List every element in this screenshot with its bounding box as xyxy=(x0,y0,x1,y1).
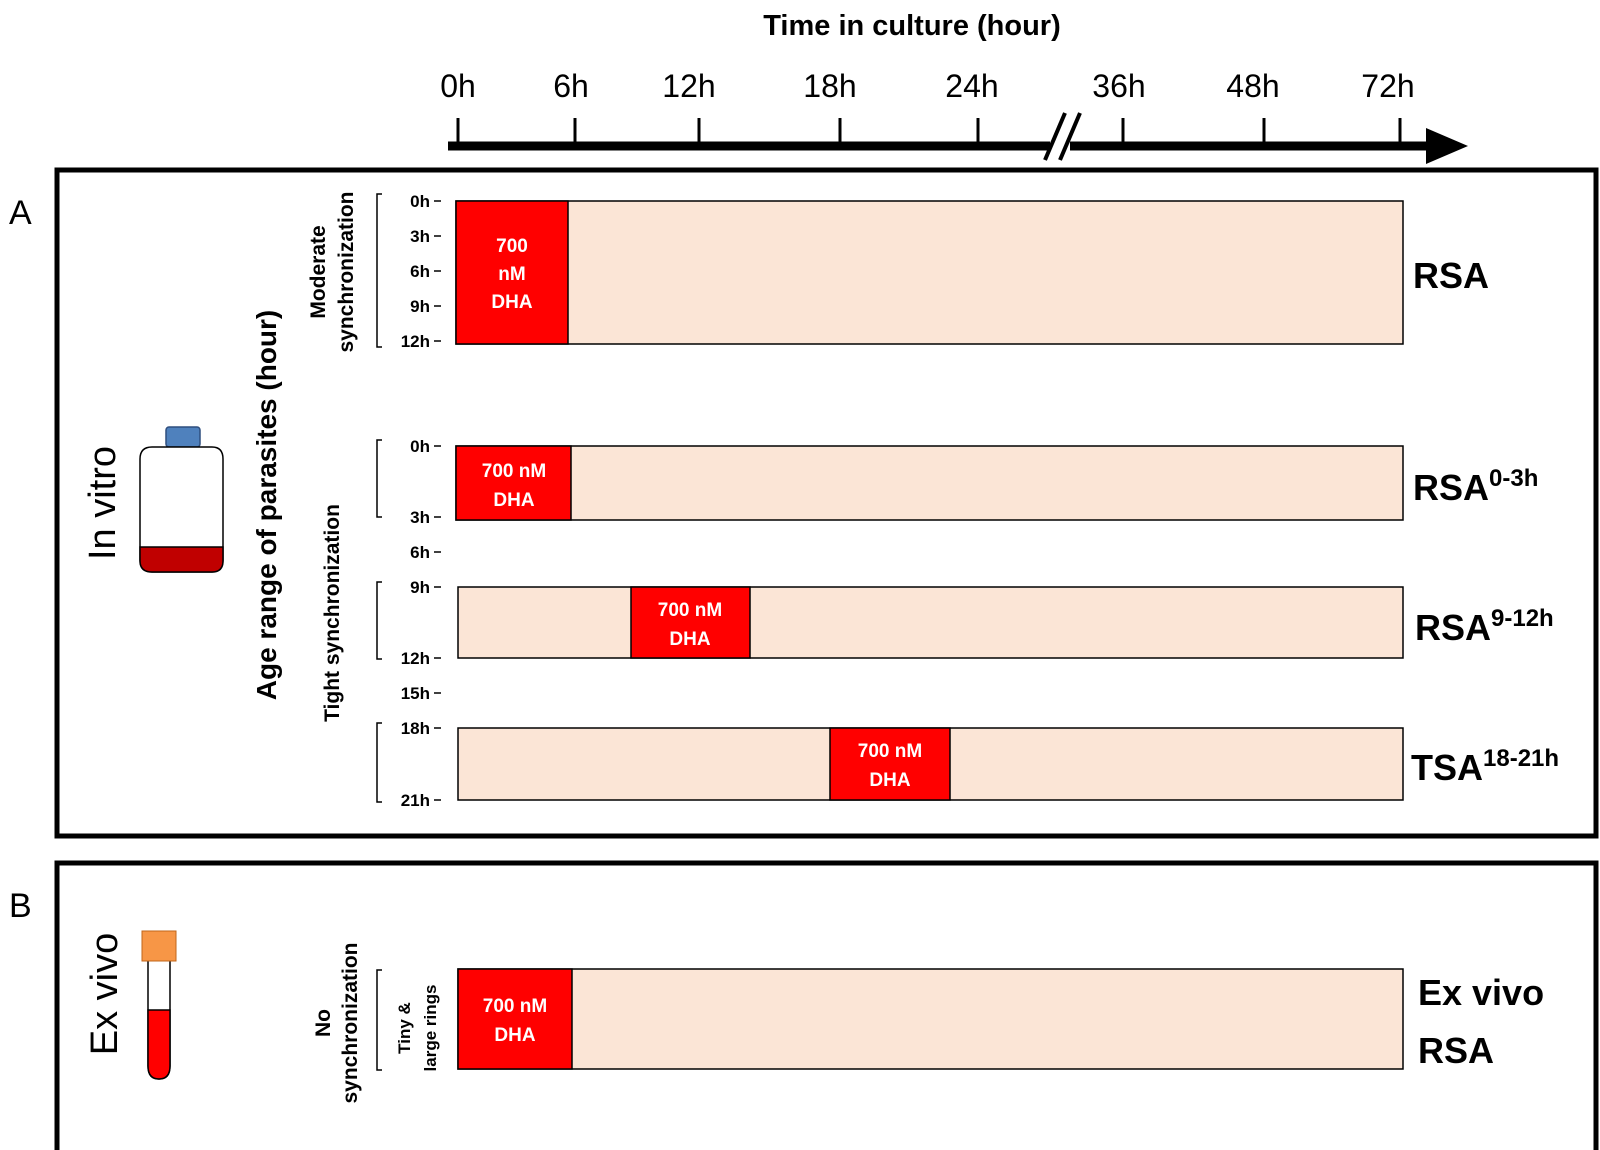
tick-label-48h: 48h xyxy=(1226,68,1279,104)
assay-superscript: 18-21h xyxy=(1483,745,1559,772)
age-tick-t-21h: 21h xyxy=(401,791,430,810)
age-range-axis-title: Age range of parasites (hour) xyxy=(251,310,282,701)
tick-label-0h: 0h xyxy=(440,68,476,104)
culture-bar xyxy=(457,586,1404,659)
bracket-row4 xyxy=(376,722,382,803)
age-brackets xyxy=(376,193,382,803)
drug-pulse-block xyxy=(457,968,573,1070)
assay-row-rsa: 700 nM DHA RSA xyxy=(455,200,1489,345)
blood-tube-icon xyxy=(141,930,177,1080)
drug-pulse-block xyxy=(829,727,951,801)
age-tick-m-9h: 9h xyxy=(410,297,430,316)
panel-b-frame xyxy=(54,860,1599,1150)
drug-label-line1: 700 nM xyxy=(482,461,546,482)
assay-name: RSA xyxy=(1413,255,1489,296)
ring-stage-label: Tiny & large rings xyxy=(395,985,440,1072)
drug-label-line1: 700 nM xyxy=(483,996,547,1017)
axis-break-mark-2 xyxy=(1058,112,1082,161)
bracket-ex-vivo xyxy=(376,969,382,1071)
axis-break-mark-1 xyxy=(1043,112,1067,161)
ring-stage-label-line1: Tiny & xyxy=(395,1002,414,1054)
drug-label-line1: 700 nM xyxy=(858,741,922,762)
assay-row-rsa-0-3h: 700 nM DHA RSA0-3h xyxy=(455,445,1538,521)
culture-flask-icon xyxy=(139,426,224,573)
tight-age-ticks: 0h 3h 6h 9h 12h 15h 18h 21h xyxy=(401,437,430,810)
drug-label-line1: 700 xyxy=(496,236,528,257)
moderate-sync-label: Moderate synchronization xyxy=(307,191,358,352)
no-sync-label: No synchronization xyxy=(312,942,362,1103)
tick-label-72h: 72h xyxy=(1361,68,1414,104)
timeline-axis xyxy=(448,112,1468,164)
culture-bar xyxy=(455,445,1404,521)
no-sync-label-line2: synchronization xyxy=(339,942,362,1103)
assay-superscript: 0-3h xyxy=(1489,465,1538,492)
ring-stage-label-line2: large rings xyxy=(421,985,440,1072)
assay-name: RSA0-3h xyxy=(1413,465,1538,508)
tight-age-tick-marks xyxy=(434,445,441,801)
age-tick-m-0h: 0h xyxy=(410,192,430,211)
moderate-sync-label-line1: Moderate xyxy=(307,225,330,318)
no-sync-label-line1: No xyxy=(312,1009,335,1037)
drug-pulse-block xyxy=(455,200,569,345)
tick-label-24h: 24h xyxy=(945,68,998,104)
ex-vivo-label: Ex vivo xyxy=(84,933,126,1055)
culture-bar xyxy=(457,968,1404,1070)
assay-name-line1: Ex vivo xyxy=(1418,972,1544,1013)
bracket-row3 xyxy=(376,581,382,660)
drug-label-line2: DHA xyxy=(669,629,710,650)
tick-label-18h: 18h xyxy=(803,68,856,104)
age-tick-m-12h: 12h xyxy=(401,332,430,351)
drug-pulse-block xyxy=(455,445,572,521)
assay-row-rsa-9-12h: 700 nM DHA RSA9-12h xyxy=(457,586,1554,659)
tick-label-6h: 6h xyxy=(553,68,589,104)
drug-label-line3: DHA xyxy=(491,292,532,313)
age-tick-t-0h: 0h xyxy=(410,437,430,456)
timeline-title: Time in culture (hour) xyxy=(763,10,1061,42)
timeline-tick-labels: 0h 6h 12h 18h 24h 36h 48h 72h xyxy=(440,68,1414,104)
culture-bar xyxy=(455,200,1404,345)
age-tick-m-6h: 6h xyxy=(410,262,430,281)
age-tick-t-15h: 15h xyxy=(401,684,430,703)
in-vitro-label: In vitro xyxy=(82,446,124,560)
age-tick-t-6h: 6h xyxy=(410,543,430,562)
assay-superscript: 9-12h xyxy=(1491,605,1554,632)
drug-label-line2: DHA xyxy=(493,490,534,511)
assay-name-line2: RSA xyxy=(1418,1030,1494,1071)
panel-a-frame xyxy=(54,167,1599,839)
drug-label-line2: DHA xyxy=(869,770,910,791)
drug-label-line1: 700 nM xyxy=(658,600,722,621)
tick-label-36h: 36h xyxy=(1092,68,1145,104)
assay-name: TSA18-21h xyxy=(1411,745,1559,788)
assay-name: RSA9-12h xyxy=(1415,605,1554,648)
age-tick-t-3h: 3h xyxy=(410,508,430,527)
panel-a-letter: A xyxy=(9,194,32,232)
bracket-moderate xyxy=(376,193,382,348)
bracket-row2 xyxy=(376,439,382,518)
age-tick-m-3h: 3h xyxy=(410,227,430,246)
moderate-age-tick-marks xyxy=(434,200,441,342)
moderate-sync-label-line2: synchronization xyxy=(335,191,358,352)
drug-label-line2: DHA xyxy=(494,1025,535,1046)
panel-b-letter: B xyxy=(9,887,32,925)
drug-label-line2: nM xyxy=(498,264,525,285)
age-tick-t-12h: 12h xyxy=(401,649,430,668)
timeline-arrow-head xyxy=(1426,128,1468,164)
tick-label-12h: 12h xyxy=(662,68,715,104)
age-tick-t-9h: 9h xyxy=(410,578,430,597)
moderate-age-ticks: 0h 3h 6h 9h 12h xyxy=(401,192,430,351)
age-tick-t-18h: 18h xyxy=(401,719,430,738)
drug-pulse-block xyxy=(630,586,751,659)
assay-row-ex-vivo-rsa: 700 nM DHA Ex vivo RSA xyxy=(457,968,1544,1071)
assay-row-tsa-18-21h: 700 nM DHA TSA18-21h xyxy=(457,727,1559,801)
tight-sync-label: Tight synchronization xyxy=(321,504,344,722)
